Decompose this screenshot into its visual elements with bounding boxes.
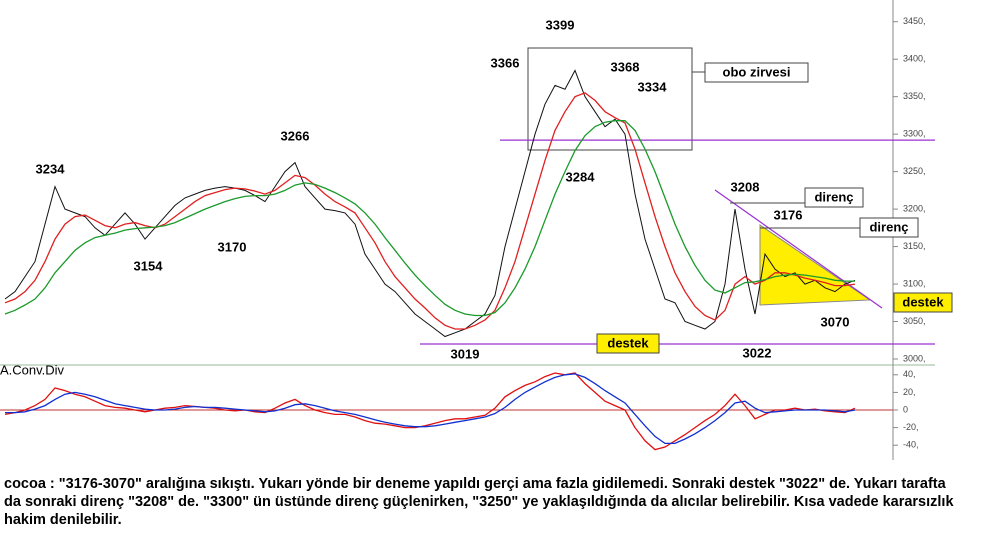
- annotation: 3019: [451, 346, 480, 361]
- indicator-label: A.Conv.Div: [0, 362, 65, 377]
- annotation: 3368: [611, 59, 640, 74]
- callout-box: [859, 217, 919, 238]
- annotation: 3170: [218, 239, 247, 254]
- y-tick-label: 3150,: [903, 241, 926, 251]
- y-tick-label: 3350,: [903, 91, 926, 101]
- callout-box: [804, 187, 864, 208]
- annotation: 3284: [566, 169, 596, 184]
- annotation: 3154: [134, 258, 164, 273]
- caption: cocoa : "3176-3070" aralığına sıkıştı. Y…: [4, 476, 954, 528]
- callout-text: destek: [607, 335, 649, 350]
- callout-text: obo zirvesi: [723, 64, 791, 79]
- price-panel: [0, 0, 935, 365]
- annotation: 3070: [821, 314, 850, 329]
- annotation: 3399: [546, 17, 575, 32]
- y-tick-label: 20,: [903, 387, 916, 397]
- y-tick-label: 3250,: [903, 166, 926, 176]
- callout-box: [704, 62, 809, 83]
- series-line: [4, 372, 856, 451]
- callout-text: direnç: [814, 189, 853, 204]
- annotation: 3334: [638, 79, 668, 94]
- y-tick-label: 3000,: [903, 353, 926, 363]
- annotation: 3208: [731, 179, 760, 194]
- annotation: 3266: [281, 128, 310, 143]
- callout-box: [596, 333, 660, 354]
- series-line: [5, 373, 856, 445]
- y-tick-label: 3400,: [903, 54, 926, 64]
- trend-line: [714, 189, 883, 309]
- y-tick-label: -20,: [903, 422, 919, 432]
- chart: A.Conv.Div 3000, 3050, 3100, 3150, 3200, 3250…: [0, 0, 953, 460]
- callout-text: direnç: [869, 219, 908, 234]
- y-tick-label: 3200,: [903, 203, 926, 213]
- obo-box: [527, 47, 693, 151]
- series-line: [4, 92, 856, 330]
- callout-text: destek: [902, 294, 944, 309]
- series-line: [4, 69, 856, 338]
- series-line: [4, 120, 855, 317]
- annotation: 3366: [491, 55, 520, 70]
- y-tick-label: 3300,: [903, 129, 926, 139]
- annotation: 3234: [36, 161, 66, 176]
- y-tick-label: -40,: [903, 440, 919, 450]
- annotation: 3176: [774, 207, 803, 222]
- y-tick-label: 40,: [903, 369, 916, 379]
- y-tick-label: 3450,: [903, 16, 926, 26]
- y-tick-label: 3050,: [903, 316, 926, 326]
- y-tick-label: 3100,: [903, 278, 926, 288]
- annotation: 3022: [743, 345, 772, 360]
- y-tick-label: 0: [903, 404, 908, 414]
- callout-box: [893, 292, 953, 313]
